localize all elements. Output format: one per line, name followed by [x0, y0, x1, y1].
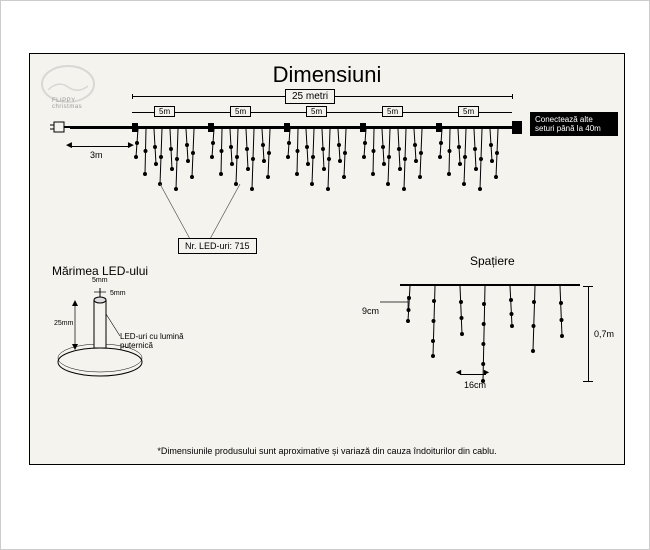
spacing-w-label: 16cm [464, 380, 486, 390]
seg-label: 5m [230, 106, 251, 117]
arrow-l: ◄ [454, 367, 463, 377]
led-height: 5mm [110, 290, 126, 297]
led-depth: 25mm [54, 320, 73, 327]
end-connector [512, 121, 522, 134]
diagram-container: FLIPPY christmas Dimensiuni 25 metri 5m … [0, 0, 650, 550]
led-callout [106, 314, 124, 344]
led-desc: LED-uri cu lumină puternică [120, 332, 190, 350]
arrow-r: ► [482, 367, 491, 377]
drop-height-label: 0,7m [594, 329, 614, 339]
spacing-h-label: 9cm [362, 306, 379, 316]
led-size-title: Mărimea LED-ului [52, 264, 148, 278]
tick [512, 94, 513, 99]
brand-logo: FLIPPY christmas [38, 62, 98, 110]
lead-line [70, 146, 130, 147]
seg-label: 5m [458, 106, 479, 117]
led-width: 5mm [92, 277, 108, 284]
seg-label: 5m [154, 106, 175, 117]
diagram-panel: FLIPPY christmas Dimensiuni 25 metri 5m … [29, 53, 625, 465]
main-title: Dimensiuni [273, 62, 382, 88]
height-line [588, 286, 589, 381]
connect-info: Conectează alte seturi până la 40m [530, 112, 618, 136]
lead-cable-label: 3m [90, 150, 103, 160]
footnote: *Dimensiunile produsului sunt aproximati… [157, 446, 496, 456]
spacing-title: Spațiere [470, 254, 515, 268]
tick [583, 381, 593, 382]
seg-label: 5m [306, 106, 327, 117]
total-length-label: 25 metri [285, 89, 335, 104]
arrow-left: ◄ [64, 140, 74, 151]
nr-leds-label: Nr. LED-uri: 715 [178, 238, 257, 254]
tick [132, 94, 133, 99]
tick [583, 286, 593, 287]
logo-text: FLIPPY christmas [52, 98, 98, 110]
plug-icon [50, 120, 72, 134]
spacing-icicles [400, 286, 580, 396]
seg-label: 5m [382, 106, 403, 117]
